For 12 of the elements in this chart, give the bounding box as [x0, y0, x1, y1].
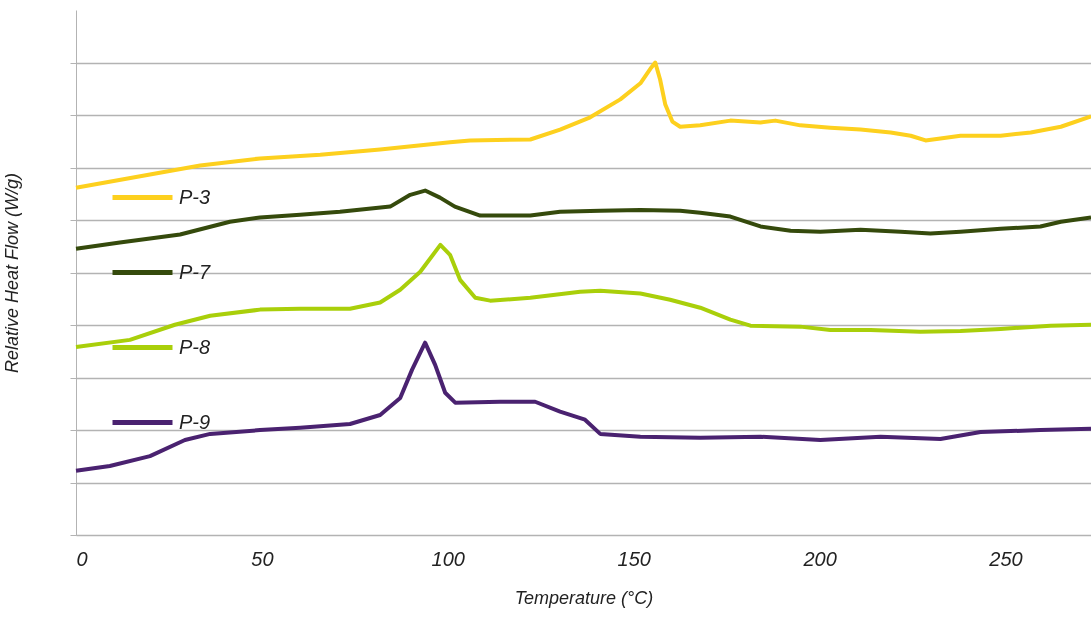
x-tick-label: 100 [431, 547, 465, 570]
x-tick-label: 50 [251, 547, 274, 570]
x-tick-label: 150 [617, 547, 651, 570]
legend-label: P-8 [179, 335, 211, 358]
legend-label: P-3 [179, 185, 211, 208]
x-tick-label: 250 [988, 547, 1023, 570]
x-tick-label: 200 [802, 547, 837, 570]
x-axis-title: Temperature (°C) [514, 587, 654, 608]
legend-label: P-9 [179, 410, 211, 433]
y-axis-title: Relative Heat Flow (W/g) [2, 172, 22, 374]
x-tick-label: 0 [76, 547, 88, 570]
legend-label: P-7 [179, 260, 211, 283]
